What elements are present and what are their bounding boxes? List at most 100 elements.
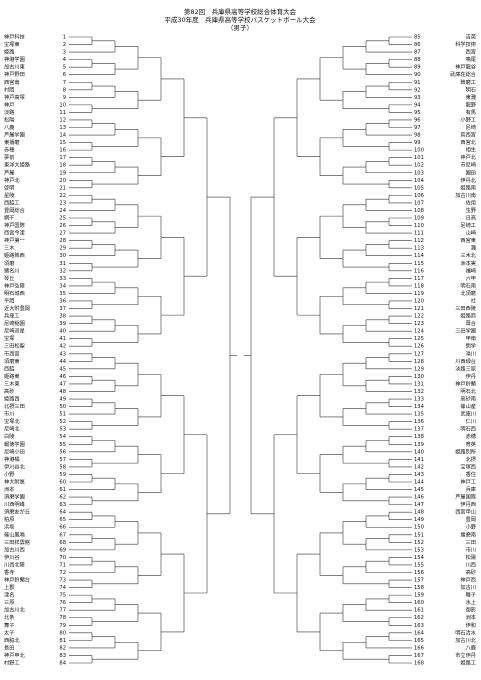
team-number: 40 — [59, 329, 66, 335]
team-name: 神港橘 — [4, 455, 20, 463]
team-name: 日高 — [466, 214, 476, 222]
team-number: 96 — [414, 117, 421, 123]
team-number: 45 — [59, 366, 66, 372]
team-number: 48 — [59, 389, 66, 395]
team-number: 151 — [414, 532, 424, 538]
team-name: 加古川北 — [4, 606, 26, 614]
team-number: 167 — [414, 653, 424, 659]
team-name: 香住 — [466, 470, 476, 478]
team-number: 54 — [59, 434, 66, 440]
team-number: 110 — [414, 223, 424, 229]
team-number: 122 — [414, 314, 424, 320]
team-name: 尼崎稲園 — [4, 319, 25, 327]
team-name: 明石城西 — [4, 290, 25, 297]
team-name: 御影 — [466, 606, 476, 614]
team-name: 豊岡総合 — [4, 206, 26, 214]
team-name: 福崎 — [466, 266, 476, 274]
team-name: 姫路商 — [460, 312, 476, 320]
team-name: 赤穂 — [4, 146, 15, 154]
team-name: 八鹿 — [4, 123, 14, 131]
team-name: 尼崎双星 — [4, 327, 25, 335]
team-number: 92 — [414, 87, 421, 93]
team-name: 三田学園 — [455, 327, 476, 335]
team-number: 83 — [59, 653, 66, 659]
team-number: 18 — [59, 163, 66, 169]
team-name: 加古川 — [460, 583, 476, 591]
team-name: 六甲 — [466, 274, 476, 282]
team-name: 滝川 — [466, 349, 476, 357]
team-name: 近大附豊岡 — [4, 304, 30, 312]
team-name: 八鹿 — [466, 643, 476, 651]
team-name: 三原 — [4, 599, 14, 606]
team-number: 79 — [59, 623, 66, 629]
team-name: 武庫荘総合 — [450, 70, 477, 78]
team-number: 15 — [59, 140, 66, 146]
team-number: 14 — [59, 133, 66, 139]
team-name: 東播磨 — [4, 138, 20, 146]
team-name: 西宮甲山 — [455, 508, 476, 516]
team-name: 篠山産 — [460, 402, 476, 410]
header-line: 平成30年度 兵庫県高等学校バスケットボール大会 — [164, 15, 316, 24]
team-number: 39 — [59, 321, 66, 327]
team-name: 灘 — [471, 244, 477, 252]
team-name: 西宮今津 — [4, 229, 25, 237]
team-name: 芦屋国際 — [455, 493, 477, 501]
team-number: 161 — [414, 608, 424, 614]
team-number: 150 — [414, 525, 424, 531]
team-number: 81 — [59, 638, 66, 644]
team-name: 高砂南 — [460, 395, 476, 403]
team-name: 神戸鈴蘭 — [455, 379, 476, 387]
team-name: 網干 — [4, 214, 14, 222]
team-name: 舞子 — [466, 591, 476, 599]
team-number: 102 — [414, 163, 424, 169]
team-name: 西宮 — [466, 48, 476, 56]
team-number: 132 — [414, 389, 424, 395]
team-number: 33 — [59, 276, 66, 282]
team-number: 160 — [414, 600, 424, 606]
team-number: 74 — [59, 585, 66, 591]
team-number: 135 — [414, 412, 424, 418]
team-number: 60 — [59, 479, 66, 485]
team-number: 87 — [414, 50, 421, 56]
team-name: 神戸北 — [460, 153, 476, 161]
team-number: 4 — [63, 57, 67, 63]
team-name: 社 — [471, 296, 476, 304]
team-name: 芦屋学園 — [4, 131, 25, 139]
team-name: 姫路 — [4, 48, 15, 56]
team-number: 34 — [59, 283, 66, 289]
team-name: 須磨友が丘 — [4, 508, 30, 516]
team-number: 65 — [59, 517, 66, 523]
team-name: 尼崎北 — [4, 425, 20, 433]
team-name: 須磨東 — [4, 357, 20, 365]
team-number: 68 — [59, 540, 66, 546]
team-name: 川西明峰 — [4, 500, 25, 508]
team-number: 89 — [414, 65, 421, 71]
team-number: 7 — [63, 80, 66, 86]
team-number: 105 — [414, 185, 424, 191]
team-name: 武庫川 — [460, 410, 476, 418]
team-number: 73 — [59, 578, 66, 584]
team-number: 17 — [59, 155, 66, 161]
team-number: 106 — [414, 193, 424, 199]
team-number: 166 — [414, 645, 424, 651]
team-number: 157 — [414, 578, 424, 584]
team-name: 加古川南 — [455, 191, 476, 199]
team-name: 明石 — [466, 86, 476, 93]
team-number: 63 — [59, 502, 66, 508]
team-number: 51 — [59, 412, 66, 418]
team-number: 123 — [414, 321, 424, 327]
team-number: 129 — [414, 366, 424, 372]
team-name: 神戸国際 — [4, 221, 26, 229]
team-number: 66 — [59, 525, 66, 531]
team-number: 155 — [414, 562, 424, 568]
team-name: 報徳学園 — [4, 440, 25, 448]
team-number: 101 — [414, 155, 424, 161]
team-name: 県西宮 — [460, 131, 476, 139]
team-number: 163 — [414, 623, 424, 629]
team-number: 44 — [59, 359, 66, 365]
team-name: 尼崎工 — [460, 221, 476, 229]
team-name: 神戸第一 — [4, 236, 25, 244]
team-number: 10 — [59, 102, 66, 108]
team-name: 龍野 — [466, 100, 477, 108]
